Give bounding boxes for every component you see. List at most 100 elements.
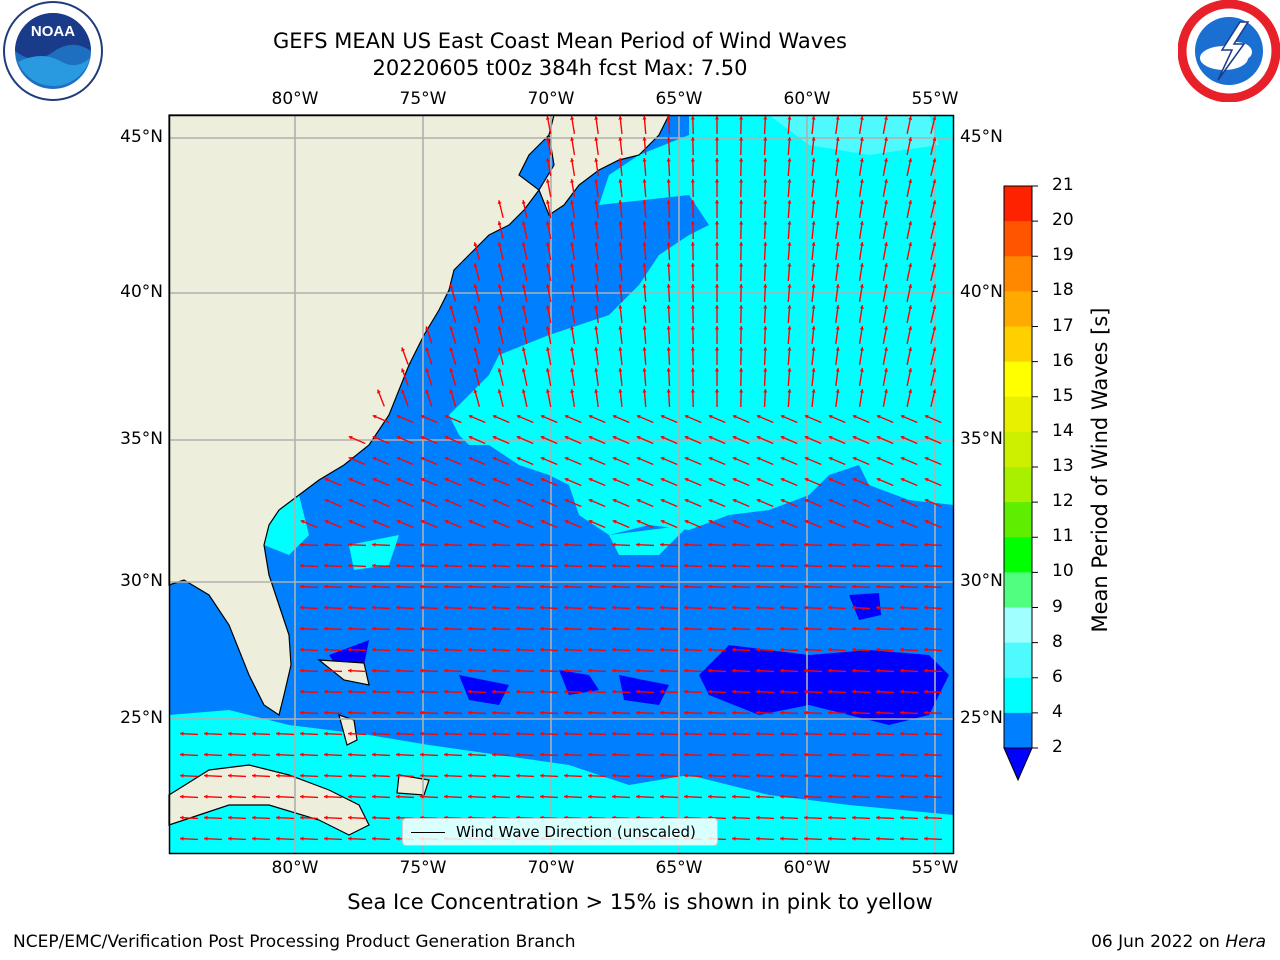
- wave-arrowhead-icon: [804, 605, 808, 610]
- wave-arrowhead-icon: [780, 731, 784, 736]
- wave-arrowhead-icon: [516, 710, 520, 715]
- wave-arrowhead-icon: [780, 773, 784, 778]
- wave-arrowhead-icon: [787, 242, 792, 246]
- lon-tick-top: 55°W: [911, 89, 959, 109]
- wave-arrowhead-icon: [545, 221, 550, 225]
- wave-arrowhead-icon: [684, 794, 688, 799]
- wave-arrowhead-icon: [444, 414, 449, 419]
- wave-arrowhead-icon: [924, 836, 928, 841]
- wave-arrowhead-icon: [449, 326, 454, 331]
- wave-arrowhead-icon: [300, 836, 304, 841]
- wave-arrowhead-icon: [739, 221, 744, 225]
- wave-arrowhead-icon: [516, 563, 520, 568]
- wave-arrowhead-icon: [468, 710, 472, 715]
- wave-arrowhead-icon: [564, 584, 568, 589]
- wave-arrowhead-icon: [516, 584, 520, 589]
- wave-arrowhead-icon: [924, 519, 929, 524]
- wave-arrowhead-icon: [636, 773, 640, 778]
- wave-arrowhead-icon: [276, 794, 280, 799]
- wave-arrowhead-icon: [852, 414, 857, 419]
- wave-arrowhead-icon: [756, 542, 760, 547]
- wave-arrowhead-icon: [756, 836, 760, 841]
- wave-arrowhead-icon: [660, 584, 664, 589]
- wave-arrowhead-icon: [570, 116, 575, 120]
- wave-arrowhead-icon: [348, 668, 352, 673]
- wave-arrowhead-icon: [545, 347, 550, 351]
- wave-arrowhead-icon: [811, 389, 816, 393]
- wave-arrowhead-icon: [588, 689, 592, 694]
- wave-arrowhead-icon: [780, 668, 784, 673]
- deep-blue-region: [849, 593, 881, 620]
- wave-arrowhead-icon: [859, 221, 864, 225]
- wave-arrowhead-icon: [540, 435, 545, 440]
- lon-tick-bottom: 55°W: [911, 858, 959, 878]
- wave-arrowhead-icon: [780, 435, 785, 440]
- colorbar-tick: 8: [1052, 631, 1063, 652]
- wave-arrowhead-icon: [804, 731, 808, 736]
- wave-arrowhead-icon: [804, 542, 808, 547]
- wave-arrowhead-icon: [828, 456, 833, 461]
- wave-arrowhead-icon: [900, 626, 904, 631]
- wave-arrowhead-icon: [883, 116, 889, 120]
- wave-arrowhead-icon: [468, 773, 472, 778]
- wave-arrowhead-icon: [859, 116, 864, 120]
- wave-arrowhead-icon: [324, 836, 328, 841]
- deep-blue-region: [459, 675, 509, 705]
- wave-arrowhead-icon: [690, 347, 695, 351]
- wave-arrowhead-icon: [324, 626, 328, 631]
- wave-arrowhead-icon: [588, 584, 592, 589]
- wave-arrowhead-icon: [570, 284, 575, 288]
- wave-arrowhead-icon: [708, 435, 713, 440]
- wave-arrowhead-icon: [516, 626, 520, 631]
- wave-arrowhead-icon: [732, 563, 736, 568]
- wave-arrowhead-icon: [684, 773, 688, 778]
- wave-arrowhead-icon: [763, 200, 768, 204]
- wave-arrowhead-icon: [804, 668, 808, 673]
- wave-arrowhead-icon: [804, 498, 809, 503]
- wave-arrowhead-icon: [876, 435, 881, 440]
- cyan-region: [449, 115, 954, 535]
- wave-arrowhead-icon: [908, 137, 913, 141]
- wave-arrowhead-icon: [521, 200, 526, 204]
- wave-arrowhead-icon: [570, 263, 575, 267]
- wave-arrowhead-icon: [883, 326, 889, 330]
- wave-arrowhead-icon: [468, 414, 473, 419]
- wave-arrowhead-icon: [420, 731, 424, 736]
- wave-arrowhead-icon: [859, 158, 864, 162]
- wave-arrowhead-icon: [900, 498, 905, 503]
- wave-arrowhead-icon: [908, 347, 913, 351]
- wave-arrowhead-icon: [468, 584, 472, 589]
- wave-arrowhead-icon: [516, 498, 521, 503]
- wave-arrowhead-icon: [300, 668, 304, 673]
- wave-arrowhead-icon: [468, 752, 472, 757]
- wave-arrowhead-icon: [497, 347, 502, 352]
- wave-arrowhead-icon: [612, 498, 617, 503]
- wave-arrowhead-icon: [828, 773, 832, 778]
- wave-arrowhead-icon: [492, 647, 496, 652]
- wave-arrowhead-icon: [564, 626, 568, 631]
- wave-arrowhead-icon: [348, 563, 352, 568]
- wave-arrowhead-icon: [828, 584, 832, 589]
- wave-arrowhead-icon: [660, 710, 664, 715]
- wave-arrowhead-icon: [666, 116, 671, 120]
- wave-arrowhead-icon: [876, 731, 880, 736]
- wave-arrowhead-icon: [714, 389, 720, 393]
- wave-arrowhead-icon: [636, 498, 641, 503]
- wave-arrowhead-icon: [396, 498, 401, 503]
- wave-arrowhead-icon: [900, 647, 904, 652]
- wave-arrowhead-icon: [835, 263, 840, 267]
- wave-arrowhead-icon: [756, 689, 760, 694]
- wave-arrowhead-icon: [324, 752, 328, 757]
- wave-arrowhead-icon: [714, 179, 720, 183]
- wave-arrowhead-icon: [324, 563, 328, 568]
- wave-arrowhead-icon: [900, 456, 905, 461]
- wave-arrowhead-icon: [468, 647, 472, 652]
- wave-arrowhead-icon: [516, 456, 521, 461]
- wave-arrowhead-icon: [516, 605, 520, 610]
- wave-arrowhead-icon: [732, 456, 737, 461]
- wave-arrowhead-icon: [570, 221, 575, 225]
- wave-arrowhead-icon: [425, 347, 430, 352]
- wave-arrowhead-icon: [932, 137, 937, 142]
- wave-arrowhead-icon: [900, 542, 904, 547]
- wave-arrowhead-icon: [780, 626, 784, 631]
